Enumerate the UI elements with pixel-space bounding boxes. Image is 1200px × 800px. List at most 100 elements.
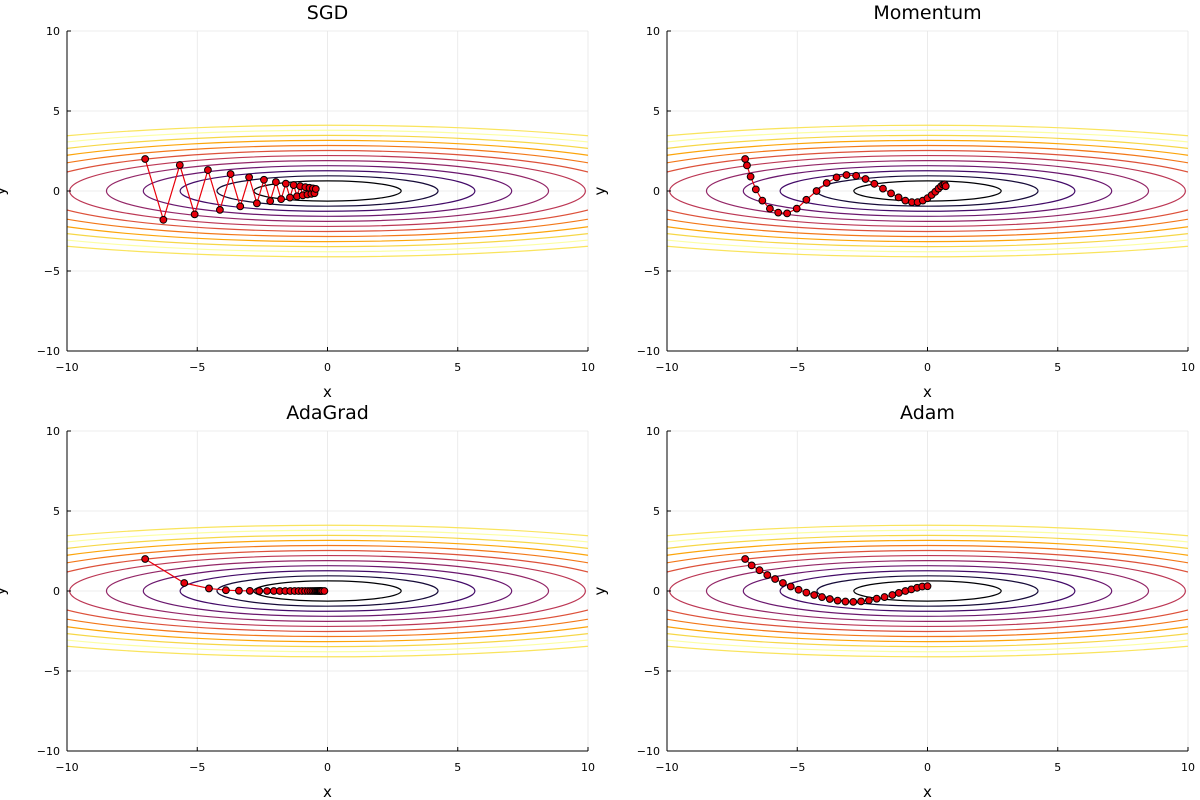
data-point xyxy=(747,561,756,570)
y-tick-label: 10 xyxy=(46,425,60,438)
data-point xyxy=(245,586,254,595)
data-point xyxy=(879,184,887,193)
data-point xyxy=(786,582,795,591)
contour-level xyxy=(853,580,1002,602)
contour-level xyxy=(67,149,588,233)
contour-level xyxy=(179,570,476,612)
data-point xyxy=(758,196,767,205)
y-tick-label: −10 xyxy=(37,345,60,358)
contour-lines xyxy=(67,524,588,658)
contour-level xyxy=(667,544,1188,638)
data-point xyxy=(861,175,870,183)
data-point xyxy=(812,187,821,195)
data-point xyxy=(765,204,774,213)
data-point xyxy=(857,597,865,606)
data-point xyxy=(833,596,842,605)
optimizer-path xyxy=(741,155,950,218)
x-tick-label: 0 xyxy=(324,361,331,374)
contour-level xyxy=(742,165,1113,217)
y-tick-label: −5 xyxy=(644,665,660,678)
x-tick-label: −5 xyxy=(789,361,805,374)
data-point xyxy=(266,197,275,205)
y-tick-label: −5 xyxy=(44,265,60,278)
y-axis-label: y xyxy=(591,586,609,595)
x-tick-label: −5 xyxy=(789,761,805,774)
data-point xyxy=(216,205,224,214)
data-point xyxy=(311,185,320,193)
data-point xyxy=(755,566,764,575)
data-point xyxy=(810,591,819,599)
contour-level xyxy=(667,539,1188,643)
data-point xyxy=(222,586,230,595)
x-tick-label: 10 xyxy=(581,761,595,774)
contour-level xyxy=(216,175,439,207)
contour-level xyxy=(667,134,1188,248)
contour-level xyxy=(705,160,1150,222)
contour-level xyxy=(667,144,1188,238)
contour-lines xyxy=(67,124,588,258)
x-axis-label: x xyxy=(923,383,932,401)
data-point xyxy=(260,175,268,184)
data-point xyxy=(870,179,879,188)
x-tick-label: 0 xyxy=(924,361,931,374)
contour-level xyxy=(667,139,1188,243)
contour-lines xyxy=(667,524,1188,658)
x-axis-label: x xyxy=(923,783,932,800)
data-point xyxy=(141,155,150,163)
data-point xyxy=(277,195,286,204)
contour-level xyxy=(105,160,550,222)
data-point xyxy=(141,555,150,563)
optimizer-path xyxy=(141,555,329,595)
y-tick-label: −10 xyxy=(637,745,660,758)
data-point xyxy=(286,193,294,202)
y-tick-label: −10 xyxy=(637,345,660,358)
data-point xyxy=(205,584,213,593)
contour-level xyxy=(667,534,1188,648)
y-tick-label: 0 xyxy=(53,585,60,598)
contour-level xyxy=(179,170,476,212)
data-point xyxy=(751,185,760,194)
optimizer-path xyxy=(741,555,932,606)
data-point xyxy=(741,555,750,563)
contour-lines xyxy=(667,124,1188,258)
data-point xyxy=(794,585,803,594)
data-point xyxy=(864,596,873,605)
subplot-sgd: −10 −5 0 5 10 −10 −5 0 5 10 SGD x y xyxy=(0,2,595,401)
chart-title: AdaGrad xyxy=(286,402,369,424)
data-point xyxy=(190,210,199,219)
contour-level xyxy=(779,570,1076,612)
data-point xyxy=(880,593,889,601)
data-point xyxy=(841,597,850,606)
x-axis-label: x xyxy=(323,383,332,401)
x-tick-label: −5 xyxy=(189,761,205,774)
data-point xyxy=(281,179,290,188)
contour-level xyxy=(142,165,513,217)
y-axis-label: y xyxy=(0,586,9,595)
data-point xyxy=(783,209,791,218)
data-point xyxy=(159,215,168,224)
contour-level xyxy=(779,170,1076,212)
y-tick-label: 0 xyxy=(653,585,660,598)
data-point xyxy=(320,587,329,595)
y-tick-label: −5 xyxy=(44,665,60,678)
data-point xyxy=(887,189,895,198)
data-point xyxy=(894,193,903,202)
y-tick-label: 0 xyxy=(653,185,660,198)
data-point xyxy=(771,575,780,583)
contour-level xyxy=(67,539,588,643)
y-tick-label: 0 xyxy=(53,185,60,198)
data-point xyxy=(849,597,858,606)
contour-level xyxy=(67,144,588,238)
data-point xyxy=(235,586,243,595)
data-point xyxy=(901,196,910,205)
data-point xyxy=(842,171,851,179)
contour-level xyxy=(67,529,588,653)
y-tick-label: 5 xyxy=(53,105,60,118)
x-tick-label: −10 xyxy=(655,761,678,774)
y-tick-label: 10 xyxy=(646,425,660,438)
chart-title: Adam xyxy=(900,402,955,424)
contour-level xyxy=(667,129,1188,253)
data-point xyxy=(825,595,834,603)
data-point xyxy=(888,591,897,599)
